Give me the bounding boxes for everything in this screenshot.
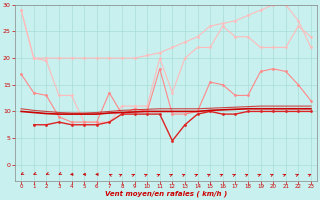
X-axis label: Vent moyen/en rafales ( km/h ): Vent moyen/en rafales ( km/h ) — [105, 191, 227, 197]
